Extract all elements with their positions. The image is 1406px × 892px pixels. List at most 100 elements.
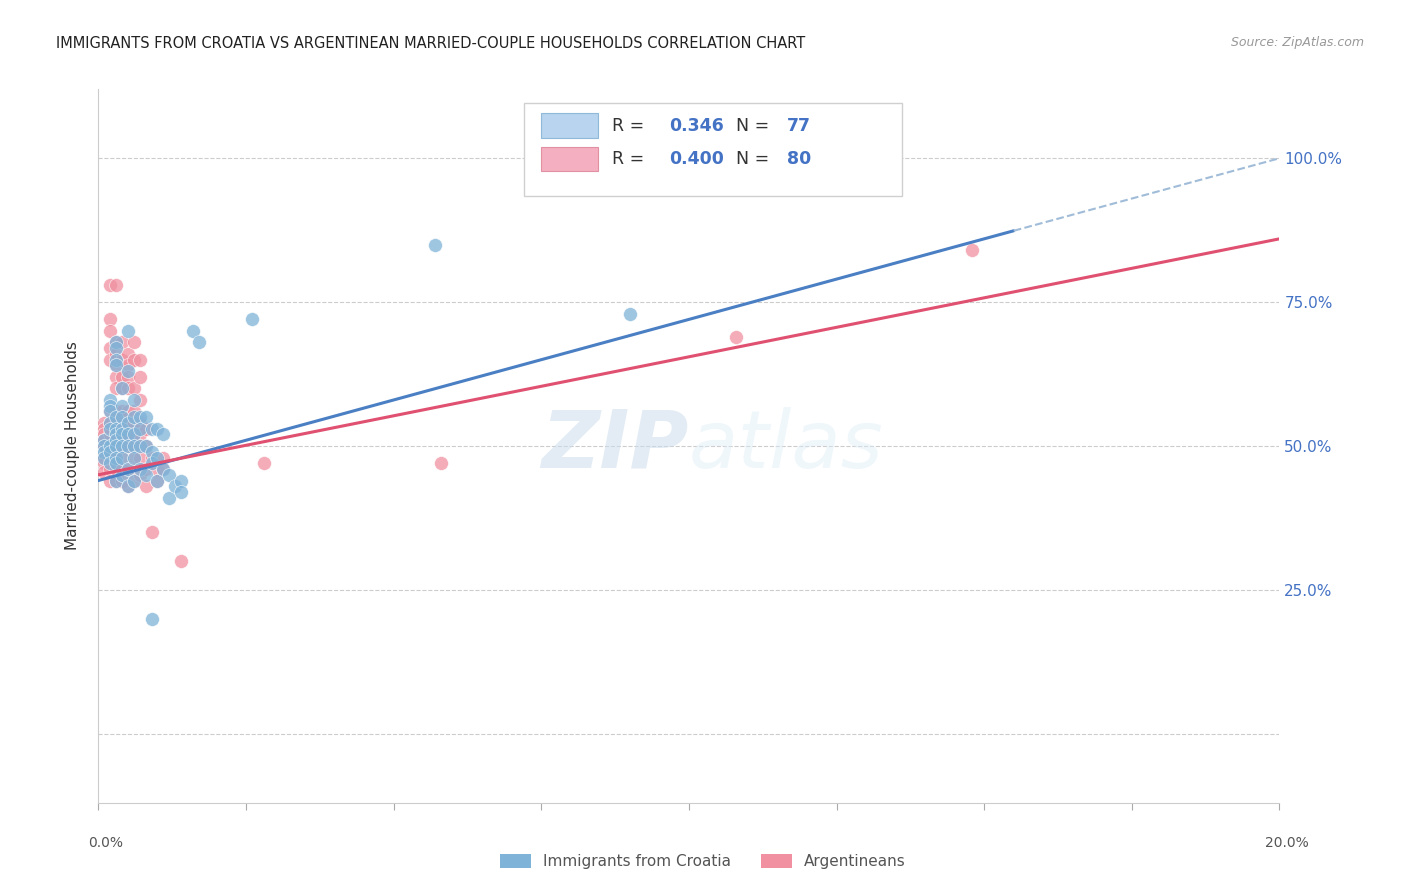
Point [141, 456, 163, 470]
Point [93, 444, 115, 458]
Point [122, 404, 145, 418]
Point [128, 450, 150, 465]
Text: N =: N = [737, 117, 775, 135]
Point [157, 467, 180, 482]
Point [105, 439, 128, 453]
Point [117, 324, 139, 338]
Point [122, 335, 145, 350]
Point [122, 392, 145, 407]
Point [105, 427, 128, 442]
Text: 80: 80 [787, 150, 811, 168]
FancyBboxPatch shape [541, 113, 598, 137]
Point [128, 439, 150, 453]
Point [128, 427, 150, 442]
Point [105, 462, 128, 476]
Point [141, 525, 163, 540]
Point [117, 370, 139, 384]
Point [141, 422, 163, 436]
Point [93, 450, 115, 465]
Point [98, 404, 121, 418]
Point [423, 237, 446, 252]
Point [105, 381, 128, 395]
Point [98, 439, 121, 453]
Point [122, 450, 145, 465]
Point [128, 416, 150, 430]
Text: 0.346: 0.346 [669, 117, 724, 135]
Point [105, 416, 128, 430]
Point [98, 277, 121, 292]
Point [135, 479, 157, 493]
Point [181, 324, 204, 338]
Point [93, 434, 115, 448]
Point [93, 422, 115, 436]
Point [170, 474, 193, 488]
Text: R =: R = [612, 117, 650, 135]
Point [105, 404, 128, 418]
Point [122, 381, 145, 395]
Point [98, 474, 121, 488]
Point [117, 462, 139, 476]
Point [98, 404, 121, 418]
Point [98, 462, 121, 476]
Point [122, 450, 145, 465]
Point [117, 462, 139, 476]
Point [962, 244, 984, 258]
Text: R =: R = [612, 150, 650, 168]
Point [105, 434, 128, 448]
Point [128, 410, 150, 425]
Point [93, 450, 115, 465]
Point [152, 462, 174, 476]
Point [117, 427, 139, 442]
Point [111, 399, 134, 413]
Point [98, 444, 121, 458]
Point [117, 364, 139, 378]
Point [117, 359, 139, 373]
Point [117, 381, 139, 395]
Point [111, 439, 134, 453]
Text: 0.0%: 0.0% [89, 836, 122, 850]
Point [105, 439, 128, 453]
Point [98, 392, 121, 407]
Text: 0.400: 0.400 [669, 150, 724, 168]
Point [117, 404, 139, 418]
Point [122, 439, 145, 453]
Point [117, 416, 139, 430]
Point [105, 456, 128, 470]
Point [619, 307, 641, 321]
Point [111, 427, 134, 442]
Text: Source: ZipAtlas.com: Source: ZipAtlas.com [1230, 36, 1364, 49]
Point [122, 416, 145, 430]
Point [105, 450, 128, 465]
Point [111, 474, 134, 488]
Point [117, 416, 139, 430]
Point [141, 444, 163, 458]
Point [146, 450, 169, 465]
Point [128, 352, 150, 367]
Point [105, 427, 128, 442]
Point [111, 467, 134, 482]
Point [98, 399, 121, 413]
Point [98, 341, 121, 355]
Point [111, 381, 134, 395]
Point [93, 434, 115, 448]
Point [105, 335, 128, 350]
Point [152, 462, 174, 476]
Point [117, 479, 139, 493]
Point [128, 467, 150, 482]
Point [105, 347, 128, 361]
Text: 20.0%: 20.0% [1264, 836, 1309, 850]
Point [430, 456, 453, 470]
Point [98, 439, 121, 453]
Text: N =: N = [737, 150, 775, 168]
Point [105, 474, 128, 488]
Point [122, 474, 145, 488]
Point [240, 312, 263, 326]
Text: ZIP: ZIP [541, 407, 689, 485]
Point [111, 381, 134, 395]
FancyBboxPatch shape [541, 147, 598, 171]
Point [122, 427, 145, 442]
Point [128, 392, 150, 407]
Point [98, 456, 121, 470]
Point [122, 439, 145, 453]
Point [117, 479, 139, 493]
